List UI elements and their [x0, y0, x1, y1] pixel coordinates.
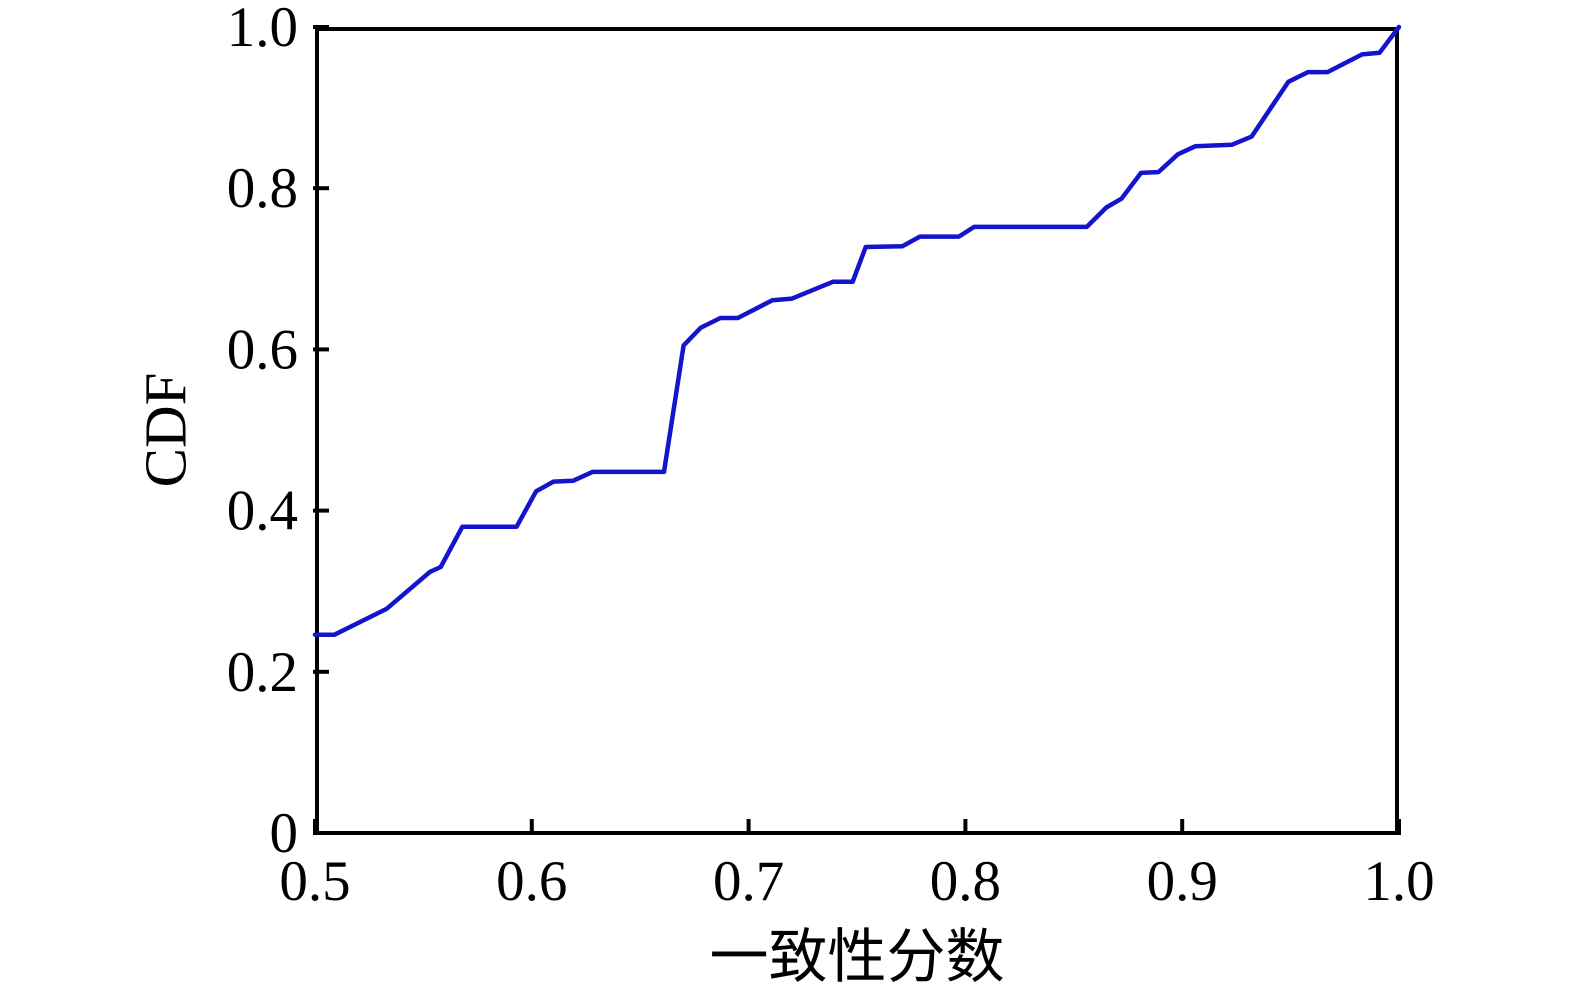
- x-axis-ticks: [313, 819, 1401, 835]
- x-axis-title: 一致性分数: [709, 924, 1004, 990]
- x-axis-tick-labels: 0.5 0.6 0.7 0.8 0.9 1.0: [279, 850, 1434, 913]
- y-tick-label: 0.6: [227, 318, 298, 381]
- x-tick-label: 0.6: [496, 850, 567, 913]
- plot-area-frame: [315, 27, 1399, 835]
- x-tick-label: 0.9: [1147, 850, 1218, 913]
- x-tick-label: 0.7: [713, 850, 784, 913]
- y-tick-label: 0.8: [227, 157, 298, 220]
- x-tick-label: 0.5: [279, 850, 350, 913]
- y-tick-label: 1.0: [227, 0, 298, 59]
- cdf-line: [312, 24, 1402, 637]
- y-axis-ticks: [313, 25, 329, 835]
- x-tick-label: 1.0: [1363, 850, 1434, 913]
- x-tick-label: 0.8: [930, 850, 1001, 913]
- y-tick-label: 0.2: [227, 641, 298, 704]
- y-tick-label: 0.4: [227, 480, 298, 543]
- y-tick-label: 0: [270, 802, 299, 865]
- y-axis-title: CDF: [133, 373, 199, 488]
- y-axis-tick-labels: 0 0.2 0.4 0.6 0.8 1.0: [227, 0, 298, 865]
